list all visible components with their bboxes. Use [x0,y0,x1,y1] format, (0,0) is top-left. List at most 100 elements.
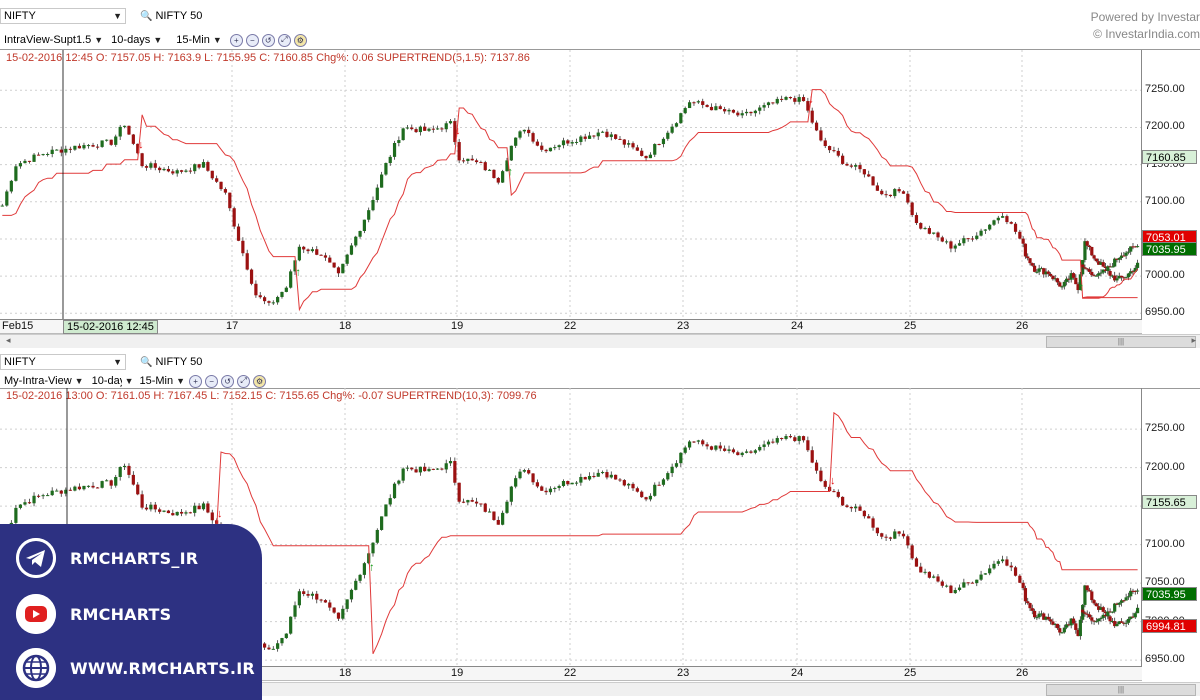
candle [188,167,192,174]
candle [32,152,36,162]
candle [718,442,722,452]
candle [64,145,68,156]
candle [23,159,27,164]
scroll-right-icon[interactable]: ▸ [1191,335,1196,345]
candle [466,499,470,506]
candle [1062,280,1066,290]
candle [1117,620,1121,625]
candle [171,169,175,176]
candle [223,187,228,195]
candle [1051,275,1055,281]
candle [1129,246,1133,255]
period-select[interactable]: 10-days▼ [111,34,162,46]
candle [762,440,766,451]
candle [197,503,201,510]
candle [1021,236,1025,248]
promo-youtube[interactable]: RMCHARTS [16,594,171,634]
scrollbar-thumb[interactable]: ||| [1046,684,1196,696]
candle [384,504,388,517]
zoom-out-icon[interactable]: − [245,33,259,47]
candle [1122,251,1126,257]
candle [1135,259,1140,271]
candle [509,145,513,161]
horizontal-scrollbar-1[interactable]: ◂ ||| ▸ [0,334,1200,348]
candle [1122,599,1126,603]
x-tick-label: 22 [564,320,577,332]
candle [427,127,431,133]
candle [579,135,583,146]
candle [614,474,618,480]
candle [1117,601,1121,608]
price-tag: 7035.95 [1142,586,1197,601]
candle [862,169,866,178]
candle [236,223,241,242]
candle [179,169,184,174]
candle [670,463,674,477]
candle [388,494,392,507]
view-select[interactable]: IntraView-Supt1.5 ▼ [4,34,103,46]
zoom-in-icon[interactable]: + [229,33,243,47]
scroll-left-icon[interactable]: ◂ [6,335,11,345]
symbol-row: NIFTY ▼ 🔍 NIFTY 50 [0,8,202,24]
candle [518,468,522,480]
candle [1131,269,1135,276]
candle [444,121,448,133]
x-tick-label: 19 [451,320,464,332]
buy-signal-arrow: ↑ [507,166,512,178]
candle [479,503,483,507]
zoom-in-icon[interactable]: + [189,374,203,388]
promo-website[interactable]: WWW.RMCHARTS.IR [16,648,255,688]
candle [540,142,544,152]
candle [1078,616,1082,640]
zoom-reset-icon[interactable]: ↺ [261,33,275,47]
candle [423,463,427,472]
candle [806,97,810,113]
interval-select[interactable]: 15-Min ▼ [176,34,222,46]
candle [448,119,453,125]
zoom-fit-icon[interactable]: ⤢ [237,374,251,388]
candle [397,479,401,486]
period-select[interactable]: 10-days▼ [92,375,134,387]
candle [91,142,95,148]
interval-select[interactable]: 15-Min ▼ [140,375,186,387]
candle [810,446,814,464]
zoom-out-icon[interactable]: − [205,374,219,388]
scrollbar-thumb[interactable]: ||| [1046,336,1196,348]
candle [50,146,54,158]
candle [1129,587,1133,601]
horizontal-scrollbar-2[interactable]: ||| [0,682,1200,696]
candle [592,135,596,139]
settings-icon[interactable]: ⚙ [293,33,307,47]
candle [358,230,362,239]
candle [1092,254,1096,261]
candle [440,467,444,471]
candle [184,510,188,516]
zoom-fit-icon[interactable]: ⤢ [277,33,291,47]
candle [744,449,749,454]
candle [884,534,888,541]
view-select[interactable]: My-Intra-View ▼ [4,375,84,387]
price-plot-1[interactable]: ↓ ↑ ↓ ↑ ↓ ↑ [0,50,1142,320]
period-value: 10-days [91,375,122,387]
zoom-reset-icon[interactable]: ↺ [221,374,235,388]
candle [1094,258,1098,263]
index-label[interactable]: 🔍 NIFTY 50 [140,356,202,368]
index-label[interactable]: 🔍 NIFTY 50 [140,10,202,22]
candle [1030,604,1034,615]
symbol-select[interactable]: NIFTY ▼ [0,354,126,370]
candle [284,286,288,293]
candle [841,496,845,506]
promo-telegram[interactable]: RMCHARTS_IR [16,538,198,578]
candle [332,607,336,614]
candle [784,434,788,441]
brand-line-1: Powered by Investar [1090,10,1200,24]
candle [819,127,823,142]
settings-icon[interactable]: ⚙ [253,374,267,388]
candle [1113,271,1117,283]
symbol-select[interactable]: NIFTY ▼ [0,8,126,24]
y-tick-label: 7200.00 [1145,460,1185,473]
candle [1009,221,1013,225]
candle [535,479,540,489]
candle [306,590,310,598]
candle [414,127,418,133]
